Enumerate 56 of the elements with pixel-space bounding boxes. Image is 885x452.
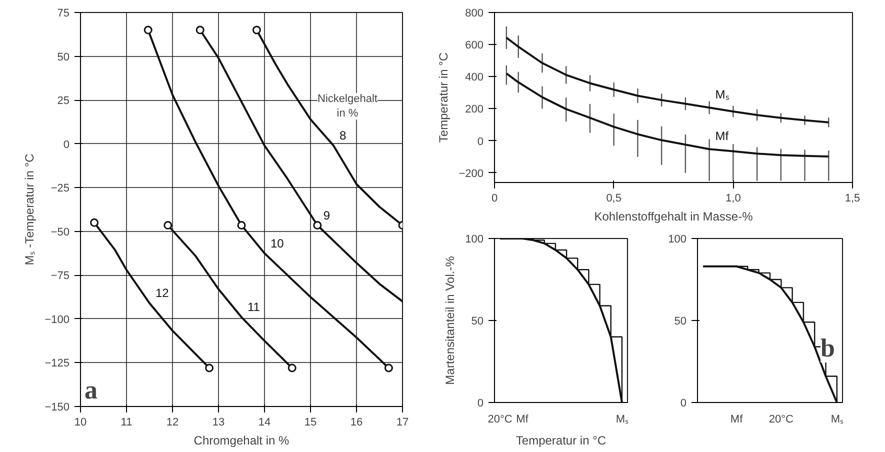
x-tick-label: Mₛ bbox=[830, 414, 844, 426]
y-tick-label: 100 bbox=[465, 234, 484, 246]
x-axis-title: Temperatur in °C bbox=[516, 434, 606, 448]
y-tick-label: 0 bbox=[680, 398, 687, 410]
y-tick-label: 0 bbox=[63, 138, 70, 151]
y-tick-label: −150 bbox=[44, 402, 70, 414]
x-tick-label: 0,5 bbox=[606, 192, 622, 204]
series-label: 10 bbox=[270, 236, 284, 250]
y-tick-label: 25 bbox=[57, 95, 70, 108]
y-tick-label: −75 bbox=[50, 270, 70, 282]
y-tick-label: 75 bbox=[57, 8, 70, 20]
y-tick-label: 50 bbox=[674, 316, 687, 328]
x-axis-title: Kohlenstoffgehalt in Masse-% bbox=[594, 210, 754, 224]
y-tick-label: 400 bbox=[465, 72, 484, 84]
x-tick-label: 20°C bbox=[768, 414, 794, 426]
y-tick-label: 800 bbox=[465, 8, 484, 20]
y-axis-title: Mₛ -Temperatur in °C bbox=[22, 153, 37, 266]
x-tick-label: 10 bbox=[74, 416, 87, 428]
x-tick-label: 14 bbox=[258, 416, 271, 428]
y-tick-label: −100 bbox=[44, 314, 70, 326]
x-tick-label: 12 bbox=[166, 416, 179, 428]
x-tick-label: 13 bbox=[212, 416, 225, 428]
series-label: 9 bbox=[323, 208, 330, 222]
x-tick-label: 0 bbox=[491, 192, 498, 204]
y-tick-label: 50 bbox=[57, 51, 70, 64]
x-tick-label: 1,5 bbox=[844, 192, 860, 204]
x-tick-label: 20°C bbox=[488, 414, 512, 426]
y-tick-label: 200 bbox=[465, 104, 484, 116]
y-tick-label: −200 bbox=[458, 168, 484, 180]
x-tick-label: Mf bbox=[516, 414, 530, 426]
y-axis-title: Martensitanteil in Vol.-% bbox=[443, 256, 458, 385]
y-tick-label: 100 bbox=[668, 234, 687, 246]
annotation: a bbox=[84, 376, 98, 404]
y-tick-label: 50 bbox=[471, 316, 484, 328]
series-label: Mf bbox=[715, 129, 730, 144]
y-tick-label: 0 bbox=[477, 136, 484, 148]
x-tick-label: Mₛ bbox=[616, 414, 630, 426]
x-tick-label: 11 bbox=[120, 416, 132, 428]
y-tick-label: 600 bbox=[465, 40, 484, 52]
series-label: 8 bbox=[340, 128, 346, 143]
x-axis-title: Chromgehalt in % bbox=[194, 434, 290, 448]
series-label: 12 bbox=[156, 286, 170, 300]
y-tick-label: −25 bbox=[50, 182, 70, 195]
y-tick-label: −125 bbox=[44, 358, 70, 370]
x-tick-label: Mf bbox=[730, 414, 744, 426]
y-tick-label: −50 bbox=[50, 226, 70, 238]
annotation: b bbox=[820, 334, 835, 362]
x-tick-label: 1,0 bbox=[726, 192, 741, 204]
x-tick-label: 16 bbox=[350, 416, 363, 428]
y-axis-title: Temperatur in °C bbox=[436, 52, 451, 143]
y-tick-label: 0 bbox=[477, 398, 484, 410]
series-label: 11 bbox=[248, 300, 260, 314]
x-tick-label: 15 bbox=[304, 416, 317, 428]
series-label: Mₛ bbox=[715, 88, 730, 102]
x-tick-label: 17 bbox=[396, 416, 409, 428]
legend-title: Nickelgehalt in % bbox=[318, 93, 378, 120]
